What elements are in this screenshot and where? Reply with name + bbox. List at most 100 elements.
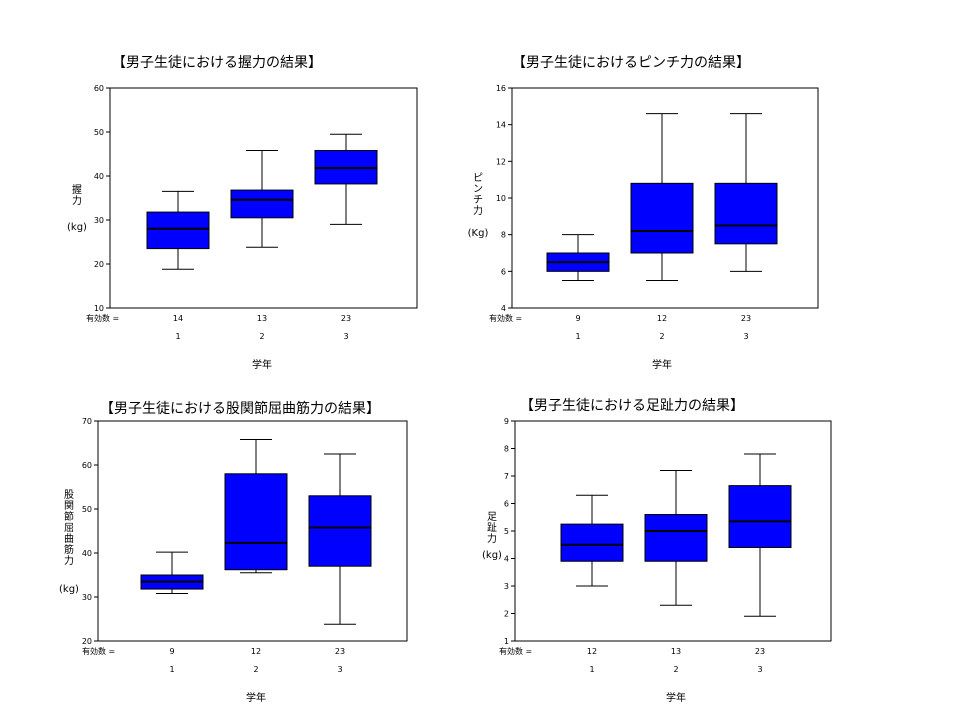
y-axis-label-char: 力 — [64, 554, 74, 567]
y-tick-label: 5 — [504, 527, 509, 536]
iqr-box — [146, 211, 210, 250]
n-value: 9 — [575, 314, 580, 323]
y-axis-label-char: 力 — [473, 204, 483, 217]
n-value: 23 — [741, 314, 751, 323]
iqr-box — [230, 189, 294, 219]
y-axis-label-char: 力 — [72, 194, 82, 207]
category-label: 3 — [743, 332, 748, 341]
y-axis-label-char: 関 — [64, 500, 74, 512]
chart-title: 【男子生徒におけるピンチ力の結果】 — [512, 55, 750, 71]
n-label: 有効数 = — [499, 646, 532, 656]
y-axis-label-char: 屈 — [64, 522, 74, 534]
plot-frame — [97, 420, 408, 642]
y-tick-label: 9 — [504, 417, 509, 426]
iqr-box — [630, 182, 694, 254]
y-axis-label-char: 節 — [64, 510, 74, 523]
n-value: 12 — [657, 314, 667, 323]
y-tick-label: 14 — [496, 121, 506, 130]
iqr-box — [728, 485, 792, 548]
iqr-box — [714, 182, 778, 245]
chart-panel-4: 【男子生徒における足趾力の結果】123456789足趾力(kg)12113223… — [482, 398, 832, 704]
n-value: 13 — [671, 647, 681, 656]
y-axis-label-char: 股 — [64, 489, 74, 501]
y-tick-label: 6 — [501, 267, 506, 276]
y-axis-unit: (Kg) — [468, 228, 489, 239]
y-tick-label: 10 — [496, 194, 506, 203]
category-label: 2 — [673, 665, 678, 674]
y-tick-label: 50 — [82, 505, 92, 514]
n-label: 有効数 = — [86, 313, 119, 323]
iqr-box — [224, 473, 288, 571]
n-label: 有効数 = — [489, 313, 522, 323]
y-tick-label: 16 — [496, 84, 506, 93]
x-axis-label: 学年 — [666, 691, 686, 704]
chart-title: 【男子生徒における股関節屈曲筋力の結果】 — [100, 400, 380, 417]
box-plot-grade-1 — [560, 494, 624, 587]
y-axis-unit: (kg) — [59, 584, 79, 595]
n-value: 23 — [755, 647, 765, 656]
n-value: 23 — [335, 647, 345, 656]
x-axis-label: 学年 — [252, 358, 272, 371]
y-axis-label-char: 握 — [72, 183, 82, 196]
box-plot-grade-3 — [308, 453, 372, 625]
y-tick-label: 3 — [504, 582, 509, 591]
category-label: 1 — [175, 332, 180, 341]
y-tick-label: 40 — [94, 172, 104, 181]
y-axis-label-char: 趾 — [487, 521, 497, 534]
category-label: 3 — [337, 665, 342, 674]
n-value: 12 — [251, 647, 261, 656]
box-plot-grade-1 — [146, 190, 210, 270]
box-plot-grade-3 — [728, 453, 792, 617]
y-axis-label-char: チ — [473, 194, 483, 206]
chart-panel-2: 【男子生徒におけるピンチ力の結果】 4 6 8 10 12 14 16 ピンチ力 (Kg) 9 1 12… — [468, 55, 819, 371]
box-plot-grade-2 — [644, 470, 708, 606]
y-tick-label: 12 — [496, 157, 506, 166]
y-tick-label: 6 — [504, 500, 509, 509]
category-label: 2 — [659, 332, 664, 341]
chart-panel-3: 【男子生徒における股関節屈曲筋力の結果】 20 30 40 50 60 70 股関節屈曲筋力 (… — [59, 400, 408, 704]
y-tick-label: 4 — [504, 555, 509, 564]
iqr-box — [560, 523, 624, 562]
category-label: 2 — [259, 332, 264, 341]
y-tick-label: 30 — [94, 216, 104, 225]
box-plot-grade-2 — [230, 149, 294, 248]
category-label: 1 — [589, 665, 594, 674]
y-axis-label-char: 力 — [487, 532, 497, 545]
box-plot-grade-1 — [546, 234, 610, 281]
n-value: 14 — [173, 314, 183, 323]
y-tick-label: 30 — [82, 593, 92, 602]
box-plot-grade-3 — [714, 113, 778, 272]
y-axis-label-char: ン — [473, 184, 483, 195]
n-value: 23 — [341, 314, 351, 323]
n-value: 12 — [587, 647, 597, 656]
n-value: 13 — [257, 314, 267, 323]
category-label: 2 — [253, 665, 258, 674]
y-tick-label: 4 — [501, 304, 506, 313]
chart-title: 【男子生徒における握力の結果】 — [112, 55, 322, 71]
n-value: 9 — [169, 647, 174, 656]
y-tick-label: 8 — [501, 231, 506, 240]
box-plot-grade-3 — [314, 133, 378, 225]
iqr-box — [308, 495, 372, 567]
y-axis-unit: (kg) — [67, 222, 87, 233]
y-axis-label-char: 筋 — [64, 543, 74, 556]
y-tick-label: 7 — [504, 472, 509, 481]
y-tick-label: 50 — [94, 128, 104, 137]
y-axis-label-char: ピ — [473, 172, 483, 184]
box-plot-grade-2 — [630, 113, 694, 281]
chart-panel-1: 【男子生徒における握力の結果】 10 20 30 40 50 60 握力 (kg) 14 1 13 2 2… — [67, 55, 418, 371]
category-label: 3 — [757, 665, 762, 674]
iqr-box — [644, 514, 708, 562]
y-tick-label: 70 — [82, 417, 92, 426]
y-axis-label-char: 曲 — [64, 533, 74, 545]
box-plot-grade-2 — [224, 438, 288, 574]
chart-title: 【男子生徒における足趾力の結果】 — [520, 398, 744, 414]
y-tick-label: 8 — [504, 445, 509, 454]
y-tick-label: 10 — [94, 304, 104, 313]
category-label: 1 — [575, 332, 580, 341]
y-tick-label: 20 — [82, 637, 92, 646]
y-tick-label: 2 — [504, 610, 509, 619]
y-tick-label: 60 — [82, 461, 92, 470]
y-tick-label: 1 — [504, 637, 509, 646]
